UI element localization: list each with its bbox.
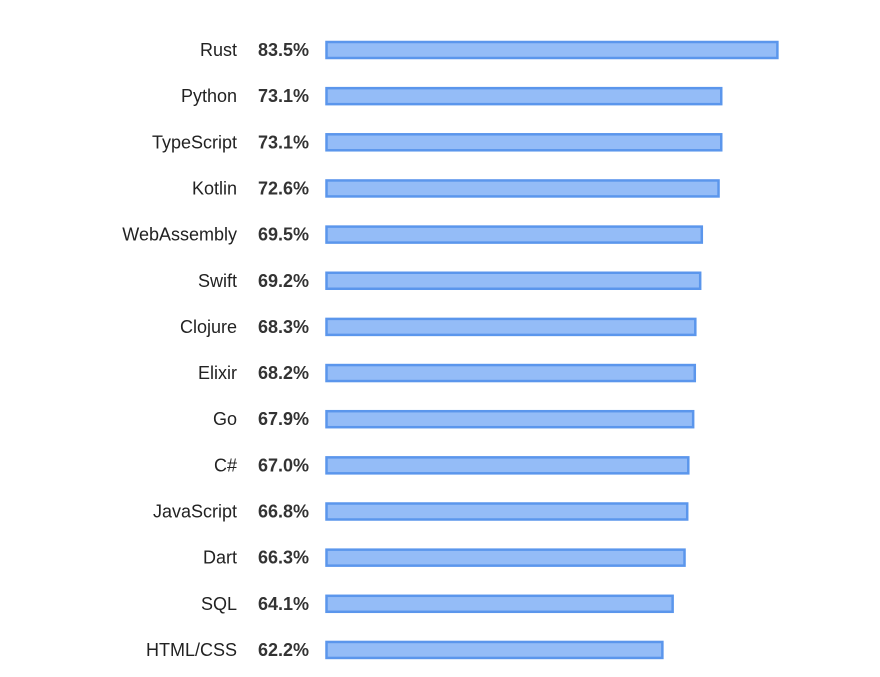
value-label: 67.9%	[258, 409, 309, 429]
value-label: 62.2%	[258, 640, 309, 660]
bar-row: Swift 69.2%	[198, 271, 702, 291]
value-label: 83.5%	[258, 40, 309, 60]
category-label: C#	[214, 455, 237, 475]
bar-row: WebAssembly 69.5%	[122, 225, 704, 245]
bar-row: Clojure 68.3%	[180, 317, 697, 337]
value-label: 69.2%	[258, 271, 309, 291]
bar	[325, 317, 697, 337]
bar-row: Go 67.9%	[213, 409, 695, 429]
category-label: Python	[181, 86, 237, 106]
bar	[325, 640, 664, 660]
value-label: 67.0%	[258, 455, 309, 475]
bar	[325, 86, 723, 106]
value-label: 69.5%	[258, 225, 309, 245]
bars-group: Rust 83.5% Python 73.1% TypeScript 73.1% Kotli…	[122, 40, 779, 660]
category-label: HTML/CSS	[146, 640, 237, 660]
bar	[325, 179, 720, 198]
category-label: Swift	[198, 271, 237, 291]
value-label: 66.3%	[258, 548, 309, 568]
category-label: Kotlin	[192, 178, 237, 198]
value-label: 72.6%	[258, 178, 309, 198]
bar	[325, 271, 702, 290]
bar	[325, 409, 695, 429]
bar	[325, 548, 686, 567]
bar-row: TypeScript 73.1%	[152, 132, 723, 152]
bar-row: Rust 83.5%	[200, 40, 779, 60]
bar-row: Kotlin 72.6%	[192, 178, 720, 198]
bar-row: Dart 66.3%	[203, 548, 686, 568]
category-label: Dart	[203, 548, 237, 568]
category-label: Clojure	[180, 317, 237, 337]
category-label: JavaScript	[153, 502, 237, 522]
value-label: 73.1%	[258, 132, 309, 152]
value-label: 68.2%	[258, 363, 309, 383]
bar	[325, 456, 690, 475]
value-label: 66.8%	[258, 502, 309, 522]
value-label: 64.1%	[258, 594, 309, 614]
value-label: 73.1%	[258, 86, 309, 106]
category-label: Elixir	[198, 363, 237, 383]
category-label: SQL	[201, 594, 237, 614]
bar	[325, 40, 779, 60]
category-label: TypeScript	[152, 132, 237, 152]
bar-row: Elixir 68.2%	[198, 363, 697, 383]
category-label: Rust	[200, 40, 237, 60]
bar	[325, 225, 704, 244]
bar	[325, 133, 723, 152]
bar-row: Python 73.1%	[181, 86, 723, 106]
category-label: Go	[213, 409, 237, 429]
bar-row: HTML/CSS 62.2%	[146, 640, 664, 660]
bar-row: JavaScript 66.8%	[153, 502, 689, 522]
bar-row: SQL 64.1%	[201, 594, 674, 614]
bar	[325, 363, 697, 383]
bar	[325, 502, 689, 521]
category-label: WebAssembly	[122, 225, 237, 245]
value-label: 68.3%	[258, 317, 309, 337]
bar	[325, 594, 674, 614]
bar-row: C# 67.0%	[214, 455, 690, 475]
